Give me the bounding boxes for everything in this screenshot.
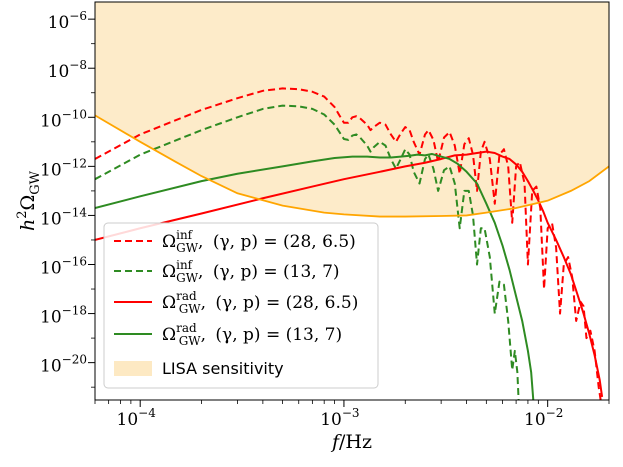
- y-tick-label-1e-8: 10−8: [48, 58, 87, 82]
- y-tick-label-1e-16: 10−16: [40, 255, 87, 279]
- y-tick-label-1e-12: 10−12: [40, 156, 87, 180]
- legend-frame: [103, 222, 379, 389]
- y-axis-label: h2ΩGW: [15, 170, 43, 231]
- curve-inf-13-7: [95, 104, 520, 400]
- lisa-sensitivity-band: [95, 2, 609, 217]
- y-tick-label-1e-18: 10−18: [40, 304, 87, 328]
- legend-swatch-lisa: [114, 361, 152, 376]
- y-tick-label-1e-20: 10−20: [40, 353, 87, 377]
- x-tick-label-1e-3: 10−3: [320, 406, 359, 430]
- x-axis-label: f/Hz: [330, 431, 372, 453]
- legend-label-rad-13: Ωrad GW, (γ, p) = (13, 7): [162, 321, 342, 348]
- legend-label-lisa: LISA sensitivity: [162, 359, 284, 378]
- lisa-sensitivity-curve: [95, 114, 609, 218]
- plot-area: [95, 2, 609, 400]
- y-tick-label-1e-6: 10−6: [48, 9, 87, 33]
- y-tick-label-1e-10: 10−10: [40, 107, 87, 131]
- tick-marks: [88, 18, 610, 407]
- curve-inf-28-6.5: [95, 87, 602, 400]
- x-tick-label-1e-2: 10−2: [524, 406, 563, 430]
- y-tick-label-1e-14: 10−14: [40, 205, 87, 229]
- legend-label-rad-28: Ωrad GW, (γ, p) = (28, 6.5): [162, 289, 358, 316]
- x-tick-label-1e-4: 10−4: [117, 406, 157, 430]
- curve-rad-13-7: [95, 152, 535, 400]
- curve-rad-28-6.5: [95, 150, 604, 398]
- legend-label-inf-13: Ωinf GW, (γ, p) = (13, 7): [162, 258, 340, 285]
- axes-frame: [94, 1, 610, 401]
